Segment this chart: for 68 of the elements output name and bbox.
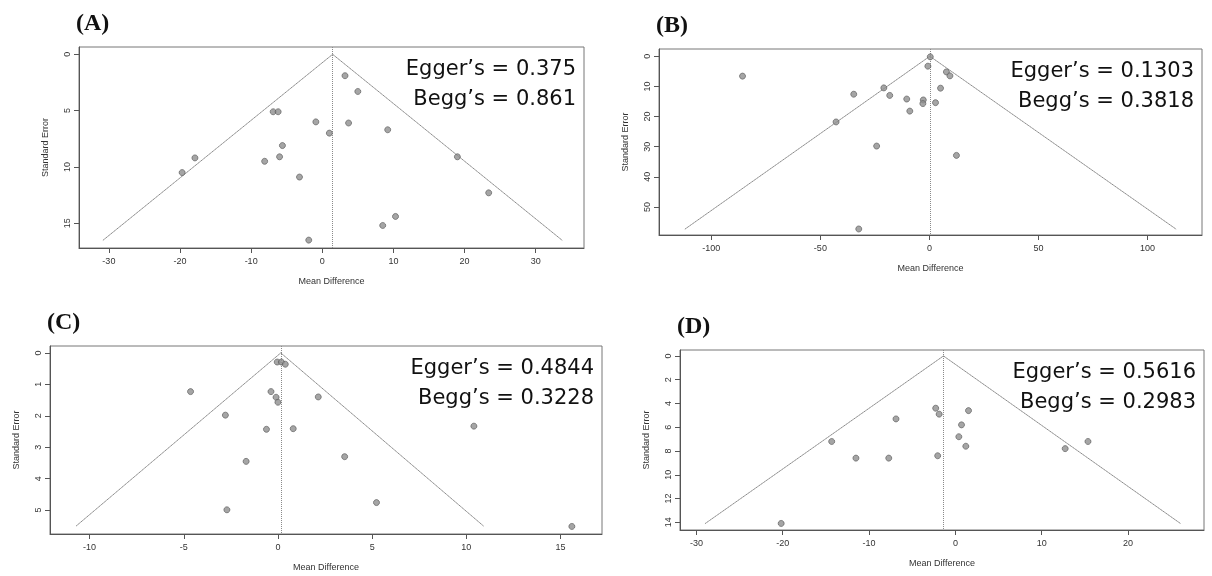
y-tick-label: 5	[32, 507, 43, 513]
y-tick-label: 4	[32, 476, 43, 482]
y-tick-label: 12	[662, 493, 673, 504]
y-tick-label: 10	[641, 81, 652, 92]
y-tick-label: 2	[662, 377, 673, 383]
y-tick-label: 4	[662, 400, 673, 406]
y-tick-label: 40	[641, 171, 652, 182]
y-tick-label: 50	[641, 201, 652, 212]
x-tick-label: 0	[319, 255, 325, 266]
y-tick-label: 0	[32, 350, 43, 356]
x-tick-label: 20	[459, 255, 470, 266]
annotation: Begg’s = 0.3818	[1017, 87, 1194, 112]
x-tick-label: -30	[102, 255, 116, 266]
x-tick-label: 0	[952, 537, 958, 548]
chart-title: (B)	[656, 11, 688, 37]
annotation: Egger’s = 0.1303	[1010, 57, 1195, 82]
x-tick-label: -5	[179, 541, 188, 552]
y-tick-label: 3	[32, 444, 43, 450]
x-tick-label: 20	[1123, 537, 1134, 548]
y-axis-title: Standard Error	[640, 410, 651, 470]
y-axis-title: Standard Error	[619, 112, 630, 172]
y-tick-label: 20	[641, 111, 652, 122]
y-tick-label: 1	[32, 381, 43, 387]
x-tick-label: 15	[555, 541, 566, 552]
x-tick-label: 5	[369, 541, 375, 552]
x-axis-title: Mean Difference	[293, 561, 359, 572]
x-tick-label: 0	[926, 242, 932, 253]
x-tick-label: -100	[702, 242, 721, 253]
x-tick-label: -10	[862, 537, 876, 548]
x-axis-title: Mean Difference	[909, 557, 975, 568]
x-tick-label: 0	[275, 541, 281, 552]
y-tick-label: 30	[641, 141, 652, 152]
y-tick-label: 8	[662, 448, 673, 454]
y-tick-label: 0	[662, 353, 673, 359]
y-tick-label: 10	[662, 469, 673, 480]
x-axis-title: Mean Difference	[897, 262, 964, 273]
x-tick-label: -30	[689, 537, 703, 548]
x-tick-label: -10	[244, 255, 258, 266]
annotation: Egger’s = 0.375	[405, 55, 577, 80]
y-axis-title: Standard Error	[10, 410, 21, 470]
x-tick-label: 10	[461, 541, 472, 552]
y-tick-label: 5	[61, 108, 72, 114]
y-axis-title: Standard Error	[39, 117, 50, 178]
x-tick-label: 50	[1033, 242, 1044, 253]
y-tick-label: 0	[61, 51, 72, 57]
y-tick-label: 2	[32, 413, 43, 419]
x-tick-label: 100	[1139, 242, 1155, 253]
chart-title: (C)	[47, 308, 81, 334]
x-axis-title: Mean Difference	[298, 275, 365, 286]
x-tick-label: 10	[1036, 537, 1047, 548]
annotation: Egger’s = 0.5616	[1012, 358, 1197, 383]
x-tick-label: 30	[530, 255, 541, 266]
annotation: Begg’s = 0.3228	[417, 384, 594, 409]
x-tick-label: -20	[173, 255, 187, 266]
chart-title: (D)	[677, 312, 711, 338]
annotation: Begg’s = 0.2983	[1019, 388, 1196, 413]
x-tick-label: -20	[776, 537, 790, 548]
y-tick-label: 0	[641, 53, 652, 59]
annotation: Begg’s = 0.861	[413, 85, 576, 110]
y-tick-label: 14	[662, 517, 673, 528]
x-tick-label: -50	[813, 242, 827, 253]
chart-title: (A)	[76, 9, 110, 35]
annotation: Egger’s = 0.4844	[410, 354, 595, 379]
y-tick-label: 6	[662, 424, 673, 430]
x-tick-label: -10	[83, 541, 97, 552]
x-tick-label: 10	[388, 255, 399, 266]
y-tick-label: 10	[61, 161, 72, 172]
y-tick-label: 15	[61, 218, 72, 229]
